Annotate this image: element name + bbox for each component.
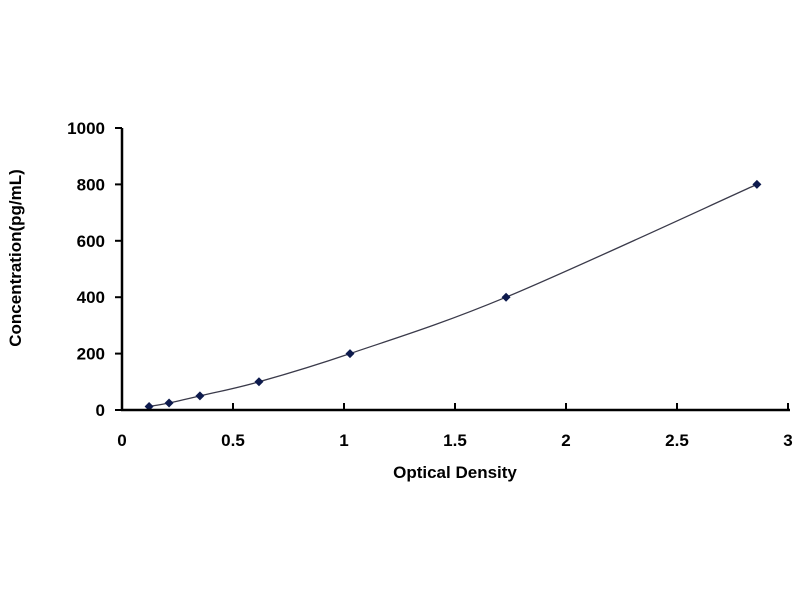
data-point (164, 398, 174, 408)
y-tick-label: 0 (96, 401, 105, 420)
x-tick-labels: 0 0.5 1 1.5 2 2.5 3 (117, 431, 792, 450)
x-tick-label: 0.5 (221, 431, 245, 450)
y-tick-labels: 0 200 400 600 800 1000 (67, 119, 105, 420)
data-point (345, 349, 355, 359)
y-tick-label: 800 (77, 175, 105, 194)
data-point (254, 377, 264, 387)
data-points (144, 179, 762, 411)
data-point (501, 292, 511, 302)
x-tick-label: 1 (339, 431, 348, 450)
x-axis-title: Optical Density (393, 463, 517, 482)
y-axis-title: Concentration(pg/mL) (6, 169, 25, 347)
y-tick-label: 400 (77, 288, 105, 307)
x-tick-label: 2 (561, 431, 570, 450)
y-tick-label: 1000 (67, 119, 105, 138)
data-point (752, 179, 762, 189)
y-tick-label: 600 (77, 232, 105, 251)
fit-curve-layer (148, 183, 758, 408)
fit-curve (148, 183, 758, 408)
data-point (144, 401, 154, 411)
axes (115, 127, 790, 412)
x-tick-label: 0 (117, 431, 126, 450)
x-tick-label: 1.5 (443, 431, 467, 450)
x-tick-label: 2.5 (665, 431, 689, 450)
data-point (195, 391, 205, 401)
y-tick-label: 200 (77, 345, 105, 364)
x-tick-label: 3 (783, 431, 792, 450)
